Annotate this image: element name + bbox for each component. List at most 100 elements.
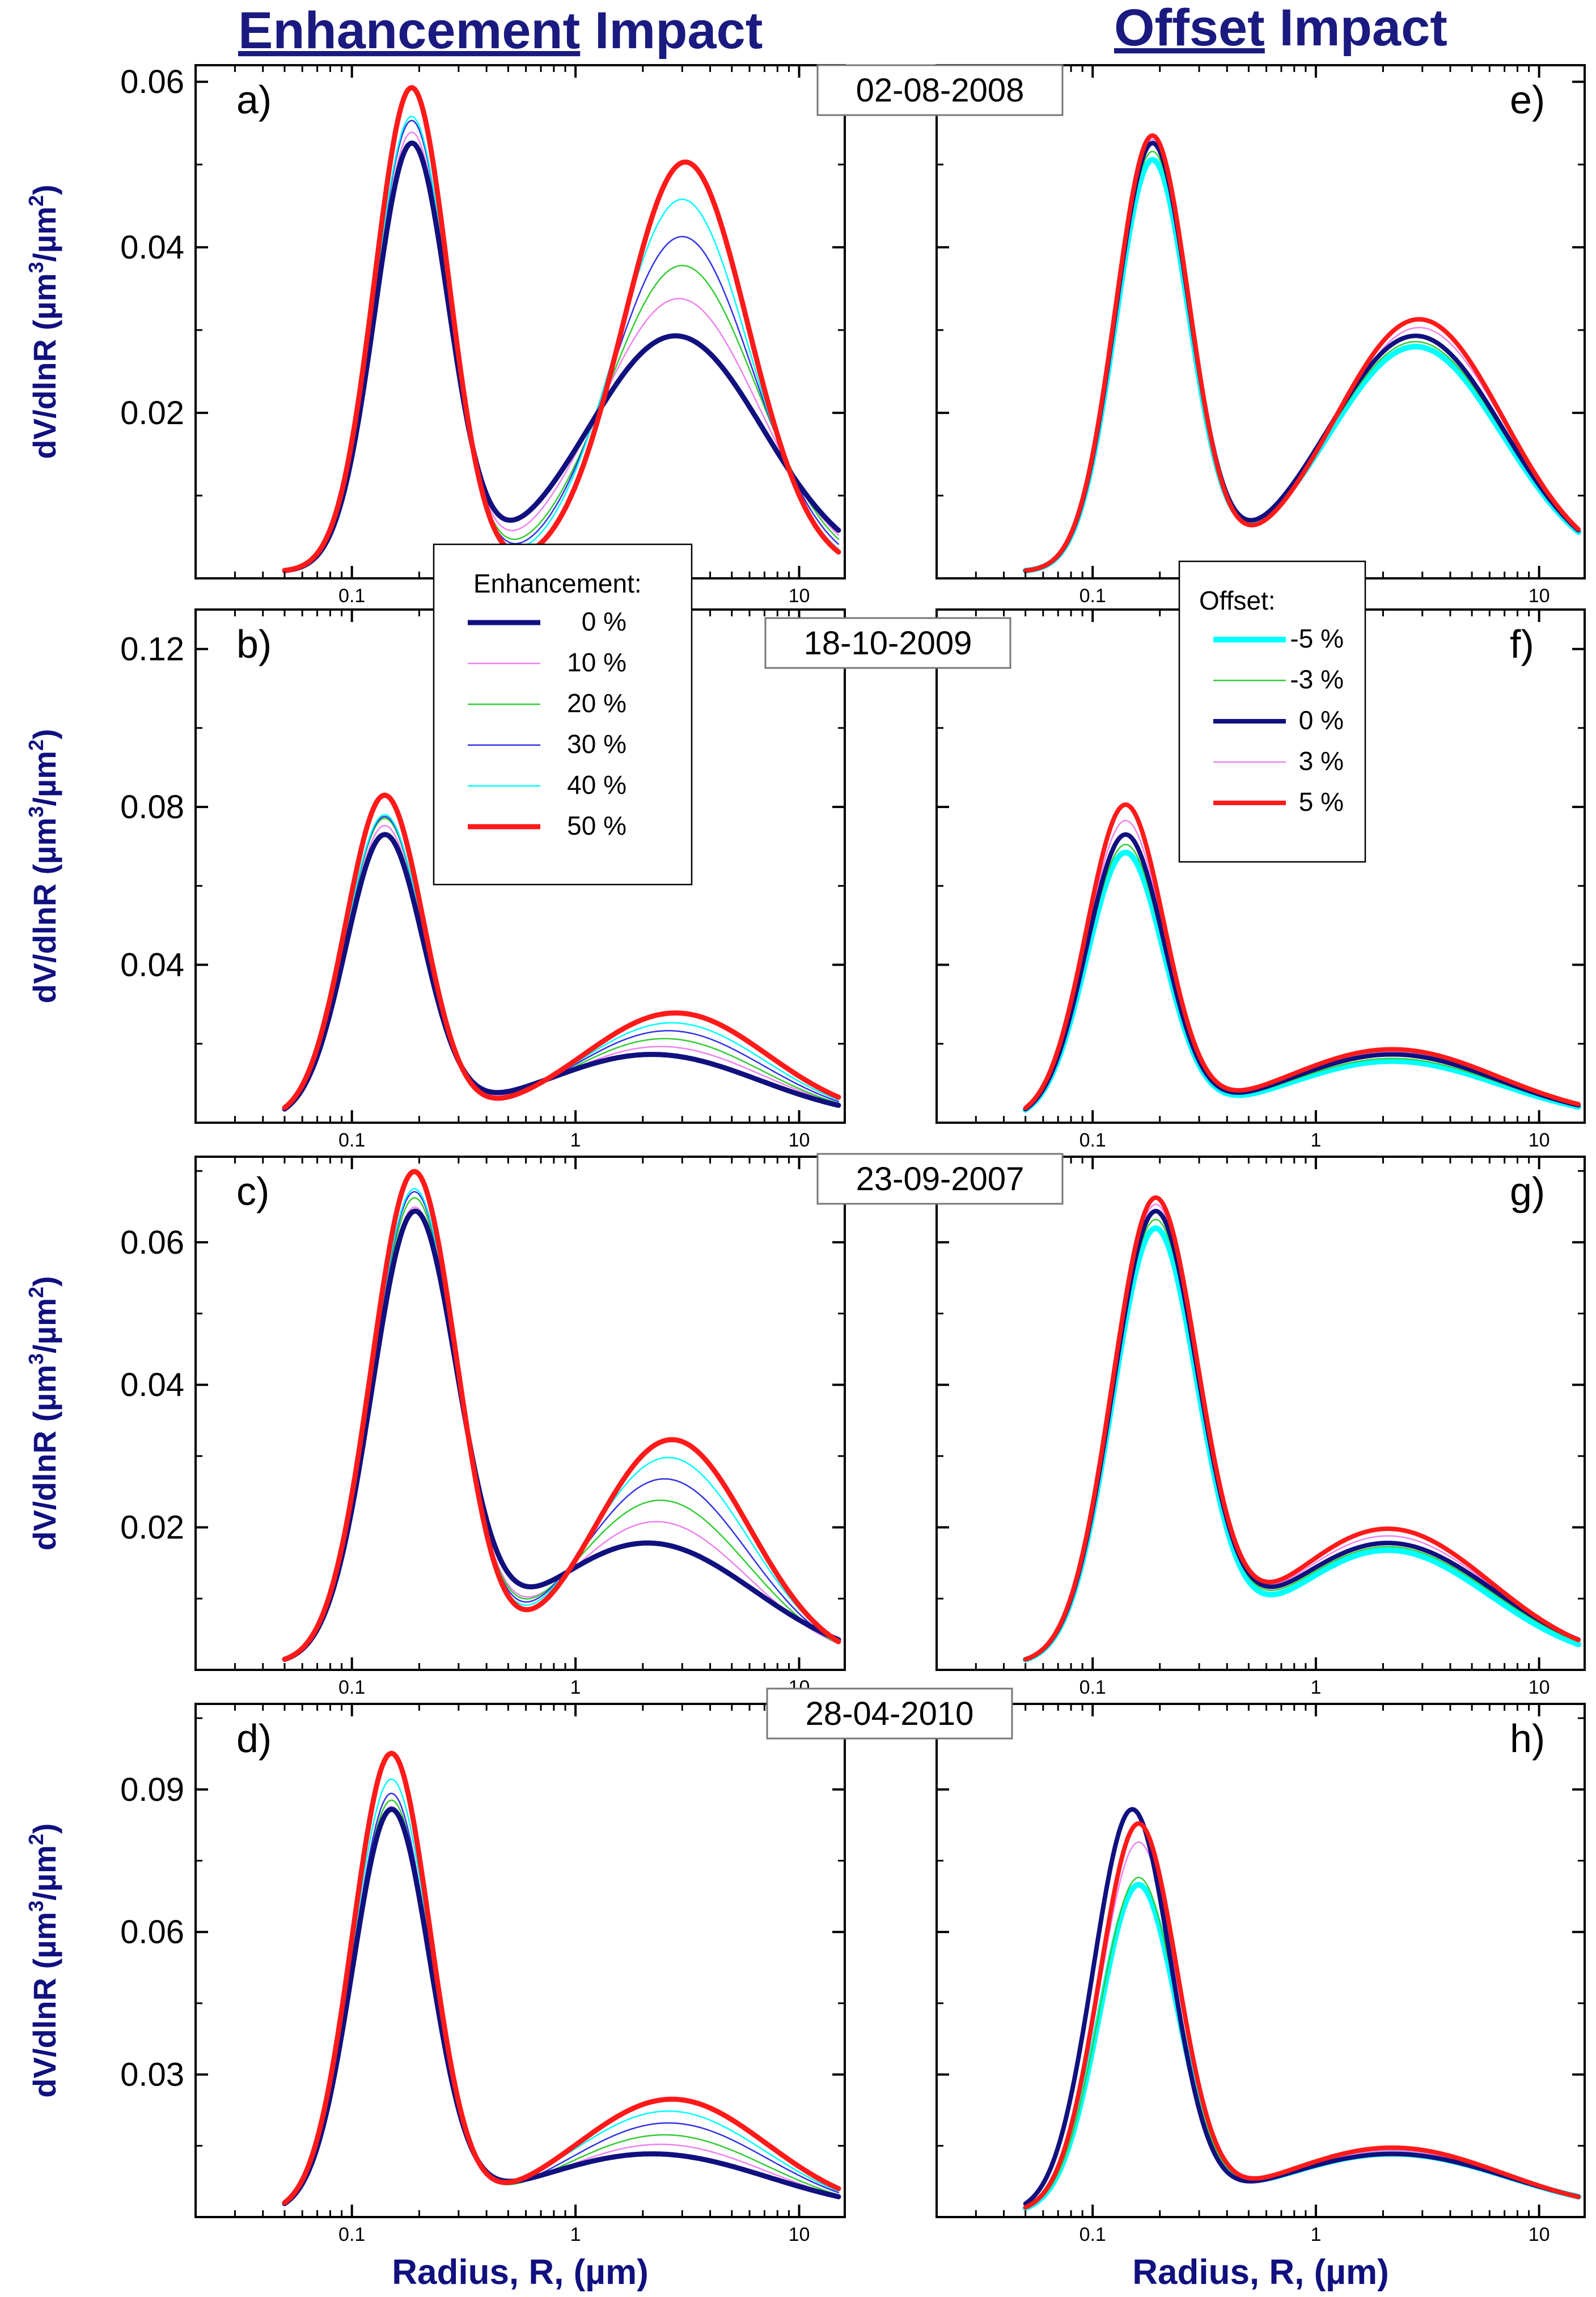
y-tick-label: 0.06 — [120, 1914, 184, 1951]
y-axis-label-slash: / — [27, 253, 62, 262]
x-tick-label: 0.1 — [338, 585, 365, 607]
series-line-5pct — [1023, 1821, 1581, 2210]
y-axis-label-unit2: m — [27, 751, 62, 779]
y-axis-label-unit: m — [27, 818, 62, 846]
series-line-0pct — [282, 140, 841, 573]
panel-b: 0.040.080.120.1 1 10b)dV/dlnR (µm3/µm2) — [24, 608, 846, 1151]
x-axis-label-mu: µ — [1326, 2253, 1346, 2292]
y-axis-label: dV/dlnR (µm3/µm2) — [24, 184, 62, 459]
y-axis-label-close: ) — [27, 184, 62, 195]
plot-frame — [935, 1703, 1586, 2218]
x-tick-label: 10 — [1529, 1677, 1550, 1698]
y-axis-label-mu2: µ — [27, 779, 62, 797]
x-tick-label: 0.1 — [1079, 1677, 1106, 1698]
y-axis-label-slash: / — [27, 797, 62, 806]
panel-label: a) — [236, 78, 272, 122]
y-tick-label: 0.08 — [120, 789, 184, 826]
x-tick-label: 10 — [1529, 585, 1550, 607]
series-line-0pct — [1023, 832, 1581, 1111]
panel-h: 0.1 1 10 h) Radius, R, (µm) — [935, 1703, 1586, 2292]
header-left: Enhancement Impact — [238, 2, 763, 60]
x-axis-label: Radius, R, (µm) — [1132, 2253, 1389, 2292]
legend-enhancement-entry: 50 % — [567, 811, 626, 840]
panel-label: e) — [1510, 78, 1545, 122]
panel-label: h) — [1510, 1716, 1545, 1761]
y-axis-label-mu2: µ — [27, 1326, 62, 1344]
x-tick-label: 1 — [570, 1677, 581, 1698]
x-tick-label: 1 — [570, 1130, 581, 1151]
series-line-50pct — [282, 792, 841, 1111]
date-label: 02-08-2008 — [856, 72, 1025, 109]
y-axis-label-sup2: 2 — [24, 739, 48, 751]
series-line-5pct — [1023, 1195, 1581, 1662]
x-tick-label: 1 — [1310, 1677, 1321, 1698]
y-axis-label-sup2: 2 — [24, 1287, 48, 1298]
y-axis-label-mu: µ — [27, 1940, 62, 1958]
legend-offset-title: Offset: — [1199, 586, 1276, 615]
y-tick-label: 0.09 — [120, 1771, 184, 1808]
panels: 0.020.040.060.1110a)dV/dlnR (µm3/µm2)0.0… — [24, 64, 1586, 2292]
x-tick-label: 0.1 — [1079, 585, 1106, 607]
x-axis-label-prefix: Radius, R, ( — [1132, 2253, 1326, 2292]
legend-offset: Offset: -5 % -3 % 0 % 3 % 5 % — [1178, 560, 1366, 863]
plot-frame — [935, 1156, 1586, 1671]
x-tick-label: 10 — [789, 1130, 810, 1151]
x-tick-label: 0.1 — [1079, 2224, 1106, 2245]
x-axis-label-prefix: Radius, R, ( — [392, 2253, 585, 2292]
legend-enhancement-entry: 40 % — [567, 770, 626, 799]
x-tick-label: 10 — [1529, 2224, 1550, 2245]
legend-offset-frame — [1178, 560, 1366, 863]
series-line-20pct — [283, 1799, 840, 2205]
panel-label: g) — [1510, 1169, 1545, 1213]
x-axis-label-suffix: m) — [606, 2253, 649, 2292]
x-tick-label: 0.1 — [1079, 1130, 1106, 1151]
y-axis-label: dV/dlnR (µm3/µm2) — [24, 729, 62, 1003]
header-right: Offset Impact — [1114, 0, 1447, 57]
y-tick-label: 0.04 — [120, 1367, 184, 1403]
y-axis-label-unit2: m — [27, 1298, 62, 1326]
y-axis-label-sup3: 3 — [24, 1901, 48, 1912]
y-axis-label-main: dV/dlnR ( — [27, 319, 62, 459]
y-axis-label-unit: m — [27, 1365, 62, 1393]
date-box: 02-08-2008 — [816, 64, 1064, 116]
x-tick-label: 0.1 — [338, 1130, 365, 1151]
x-axis-label-mu: µ — [585, 2253, 606, 2292]
y-axis-label-sup3: 3 — [24, 262, 48, 273]
x-tick-label: 1 — [1310, 1130, 1321, 1151]
date-label: 18-10-2009 — [804, 625, 972, 662]
y-axis-label-unit2: m — [27, 1845, 62, 1873]
legend-enhancement-title: Enhancement: — [473, 569, 642, 598]
y-axis-label-mu: µ — [27, 1393, 62, 1411]
legend-offset-entry: 5 % — [1299, 787, 1344, 817]
y-axis-label-mu2: µ — [27, 235, 62, 253]
panel-label: c) — [236, 1169, 269, 1213]
x-tick-label: 0.1 — [338, 1677, 365, 1698]
y-axis-label-main: dV/dlnR ( — [27, 864, 62, 1003]
y-axis-label-mu: µ — [27, 302, 62, 320]
legend-offset-entry: -3 % — [1290, 665, 1344, 694]
series-line-0pct — [1023, 1807, 1581, 2206]
y-tick-label: 0.02 — [120, 1509, 184, 1546]
y-axis-label-sup2: 2 — [24, 195, 48, 206]
y-axis-label-unit: m — [27, 1912, 62, 1940]
y-axis-label-close: ) — [27, 729, 62, 739]
series-line-5pct — [1023, 802, 1581, 1111]
y-axis-label-main: dV/dlnR ( — [27, 1411, 62, 1550]
legend-enhancement-entry: 10 % — [567, 648, 626, 677]
y-axis-label-mu: µ — [27, 846, 62, 864]
date-box-frame — [764, 617, 1011, 669]
date-box-frame — [766, 1687, 1013, 1740]
series-line-50pct — [282, 1169, 841, 1662]
x-tick-label: 0.1 — [338, 2224, 365, 2245]
legend-enhancement-entry: 0 % — [582, 607, 626, 636]
series-line-0pct — [282, 1208, 841, 1662]
y-tick-label: 0.12 — [120, 631, 184, 668]
y-axis-label-mu2: µ — [27, 1873, 62, 1892]
header-left-rest: Impact — [580, 2, 763, 60]
y-axis-label-sup3: 3 — [24, 1353, 48, 1365]
panel-c: 0.020.040.060.1 1 10c)dV/dlnR (µm3/µm2) — [24, 1156, 846, 1698]
legend-enhancement-entry: 20 % — [567, 688, 626, 718]
x-axis-label-suffix: m) — [1346, 2253, 1389, 2292]
panel-f: 0.1 1 10 f) — [935, 608, 1586, 1151]
date-box: 28-04-2010 — [766, 1687, 1013, 1740]
